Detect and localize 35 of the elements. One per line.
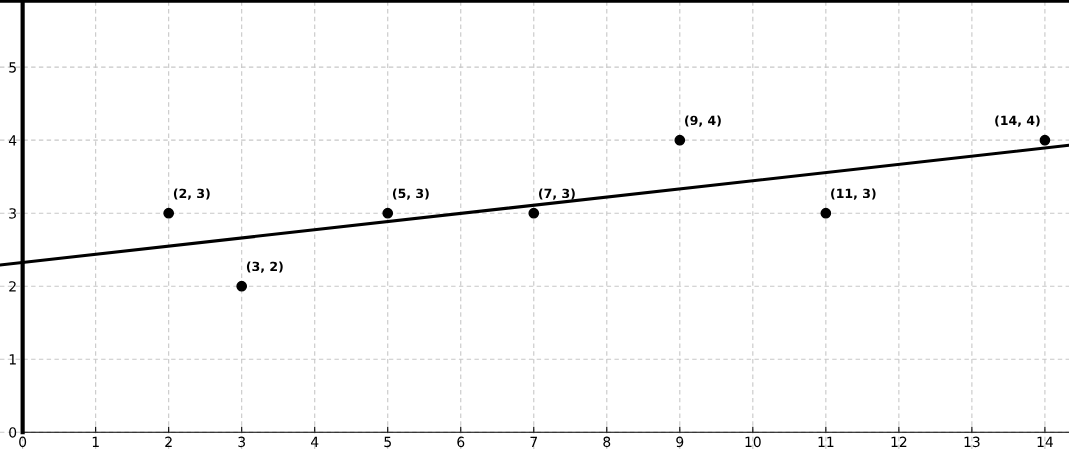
x-tick-label: 0: [19, 436, 27, 448]
annotation: (11, 3): [831, 188, 876, 200]
annotation: (2, 3): [173, 188, 210, 200]
x-tick-label: 10: [745, 436, 761, 448]
point: [163, 207, 175, 219]
x-tick-label: 5: [384, 436, 391, 448]
x-tick-label: 4: [310, 436, 319, 447]
point: [674, 134, 686, 146]
point: [528, 207, 540, 219]
x-tick-label: 6: [457, 436, 465, 448]
x-tick-label: 2: [165, 436, 172, 447]
annotation: (9, 4): [685, 115, 721, 127]
annotation: (5, 3): [392, 188, 429, 200]
y-tick-label: 0: [9, 427, 17, 438]
x-tick-label: 12: [891, 436, 907, 447]
x-tick-label: 7: [530, 436, 537, 447]
y-tick-label: 4: [8, 135, 17, 146]
point: [236, 280, 248, 292]
x-tick-label: 14: [1037, 436, 1053, 447]
y-tick-label: 5: [9, 62, 16, 73]
y-tick-label: 3: [9, 208, 16, 219]
x-tick-label: 9: [676, 436, 684, 448]
point: [382, 207, 394, 219]
x-tick-label: 1: [92, 436, 99, 447]
x-tick-label: 13: [964, 436, 980, 448]
annotation: (7, 3): [539, 188, 575, 200]
y-tick-label: 1: [9, 354, 16, 365]
x-tick-label: 3: [238, 436, 245, 448]
point: [820, 207, 832, 219]
x-tick-label: 8: [603, 436, 611, 448]
point: [1039, 134, 1051, 146]
y-tick-label: 2: [9, 281, 16, 292]
annotation: (3, 2): [246, 261, 283, 273]
x-tick-label: 11: [818, 436, 834, 447]
annotation: (14, 4): [995, 115, 1040, 127]
